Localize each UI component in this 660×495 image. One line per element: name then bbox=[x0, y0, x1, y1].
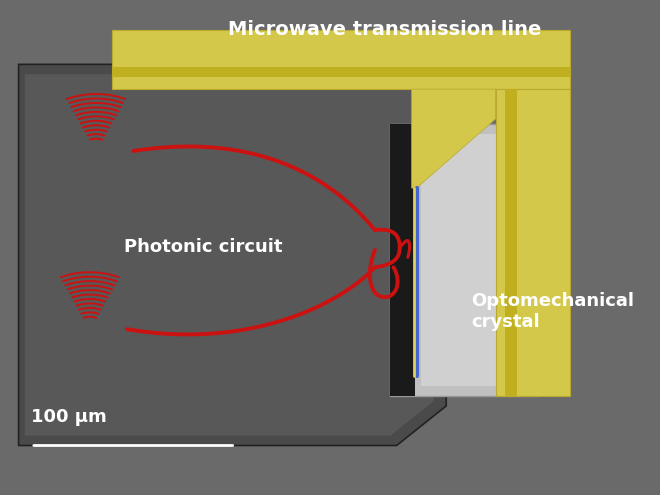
Polygon shape bbox=[25, 74, 434, 436]
Polygon shape bbox=[505, 89, 517, 396]
Polygon shape bbox=[496, 89, 570, 396]
Polygon shape bbox=[18, 64, 446, 446]
Polygon shape bbox=[112, 30, 570, 89]
Polygon shape bbox=[112, 67, 570, 77]
Text: Optomechanical
crystal: Optomechanical crystal bbox=[471, 293, 634, 331]
Text: Photonic circuit: Photonic circuit bbox=[124, 239, 282, 256]
Text: 100 μm: 100 μm bbox=[31, 408, 107, 426]
Polygon shape bbox=[422, 134, 533, 386]
Polygon shape bbox=[391, 124, 415, 396]
Text: Microwave transmission line: Microwave transmission line bbox=[228, 20, 541, 39]
Polygon shape bbox=[412, 89, 496, 188]
Polygon shape bbox=[391, 124, 539, 396]
